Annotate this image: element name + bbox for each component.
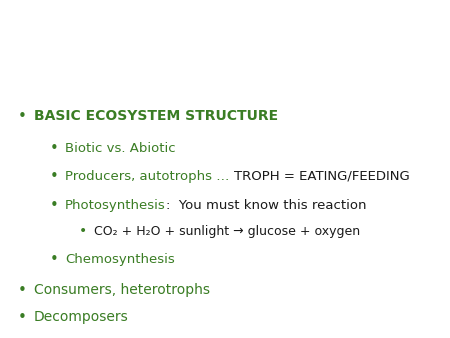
Text: the Living Components of Ecosystems: the Living Components of Ecosystems [46, 57, 404, 76]
Text: •: • [18, 310, 27, 325]
Text: •: • [79, 224, 87, 238]
Text: •: • [50, 198, 58, 213]
Text: •: • [18, 109, 27, 124]
Text: Biotic vs. Abiotic: Biotic vs. Abiotic [65, 142, 176, 154]
Text: :  You must know this reaction: : You must know this reaction [166, 199, 366, 212]
Text: TROPH = EATING/FEEDING: TROPH = EATING/FEEDING [234, 170, 410, 183]
Text: BASIC ECOSYSTEM STRUCTURE: BASIC ECOSYSTEM STRUCTURE [34, 109, 278, 123]
Text: Producers, autotrophs …: Producers, autotrophs … [65, 170, 234, 183]
Text: CO₂ + H₂O + sunlight → glucose + oxygen: CO₂ + H₂O + sunlight → glucose + oxygen [94, 225, 360, 238]
Text: •: • [50, 169, 58, 184]
Text: •: • [50, 252, 58, 267]
Text: Consumers, heterotrophs: Consumers, heterotrophs [34, 283, 210, 297]
Text: Chemosynthesis: Chemosynthesis [65, 253, 175, 266]
Text: Photosynthesis: Photosynthesis [65, 199, 166, 212]
Text: Producers and Consumers:: Producers and Consumers: [99, 23, 351, 42]
Text: •: • [18, 283, 27, 298]
Text: •: • [50, 141, 58, 155]
Text: Decomposers: Decomposers [34, 310, 129, 324]
